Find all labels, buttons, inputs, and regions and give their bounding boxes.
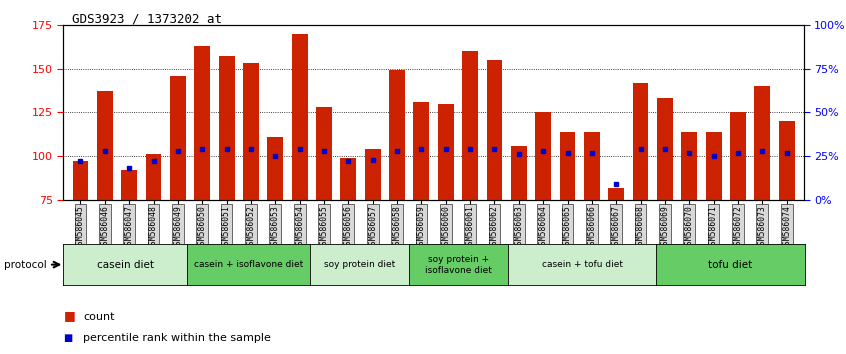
- Text: percentile rank within the sample: percentile rank within the sample: [83, 333, 271, 343]
- Text: soy protein +
isoflavone diet: soy protein + isoflavone diet: [426, 255, 492, 275]
- Bar: [486, 60, 503, 200]
- Bar: [170, 76, 186, 200]
- Bar: [438, 104, 453, 200]
- Bar: [121, 170, 137, 200]
- Bar: [267, 137, 283, 200]
- Bar: [365, 149, 381, 200]
- Bar: [462, 51, 478, 200]
- Bar: [218, 56, 234, 200]
- Bar: [389, 70, 405, 200]
- Bar: [755, 86, 770, 200]
- Bar: [316, 107, 332, 200]
- Text: soy protein diet: soy protein diet: [324, 260, 396, 269]
- Bar: [608, 188, 624, 200]
- Bar: [243, 63, 259, 200]
- Bar: [195, 46, 210, 200]
- Text: casein + isoflavone diet: casein + isoflavone diet: [194, 260, 304, 269]
- Bar: [681, 132, 697, 200]
- Text: tofu diet: tofu diet: [708, 259, 753, 270]
- Text: ■: ■: [63, 333, 73, 343]
- Text: GDS3923 / 1373202_at: GDS3923 / 1373202_at: [72, 12, 222, 25]
- Bar: [730, 113, 746, 200]
- Bar: [97, 91, 113, 200]
- Text: protocol: protocol: [4, 259, 47, 270]
- Bar: [706, 132, 722, 200]
- Text: casein diet: casein diet: [96, 259, 154, 270]
- Bar: [511, 146, 527, 200]
- Bar: [536, 113, 551, 200]
- Bar: [559, 132, 575, 200]
- Bar: [584, 132, 600, 200]
- Bar: [778, 121, 794, 200]
- Text: ■: ■: [63, 309, 75, 322]
- Bar: [657, 98, 673, 200]
- Text: count: count: [83, 312, 114, 322]
- Bar: [340, 158, 356, 200]
- Bar: [633, 82, 649, 200]
- Bar: [73, 161, 89, 200]
- Text: casein + tofu diet: casein + tofu diet: [541, 260, 623, 269]
- Bar: [292, 34, 308, 200]
- Bar: [414, 102, 429, 200]
- Bar: [146, 154, 162, 200]
